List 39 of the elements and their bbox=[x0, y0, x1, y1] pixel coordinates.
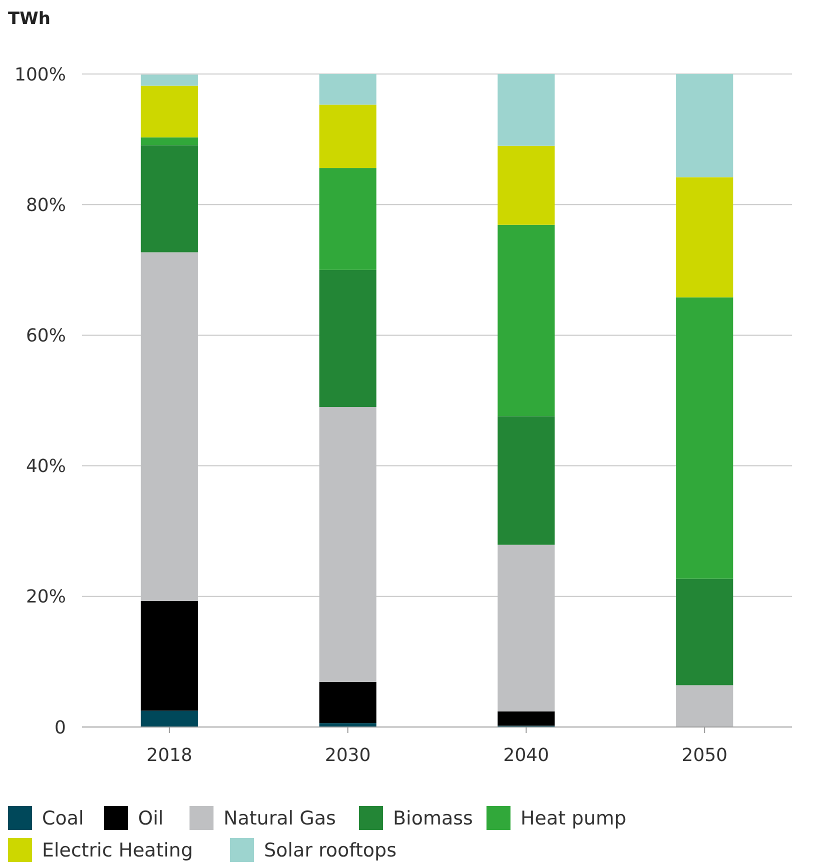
bar bbox=[498, 146, 555, 225]
bar bbox=[498, 224, 555, 416]
bar bbox=[319, 270, 376, 408]
bar bbox=[140, 137, 198, 146]
legend-label: Electric Heating bbox=[42, 840, 193, 862]
bar bbox=[676, 74, 734, 178]
y-tick-label: 0 bbox=[54, 717, 66, 738]
y-tick-label: 40% bbox=[26, 456, 66, 478]
legend-label: Coal bbox=[42, 808, 84, 830]
bar bbox=[140, 600, 198, 711]
bar bbox=[140, 74, 198, 86]
legend-label: Natural Gas bbox=[224, 808, 336, 830]
y-tick-label: 100% bbox=[14, 64, 66, 86]
bar bbox=[498, 74, 555, 146]
y-tick-label: 60% bbox=[26, 326, 66, 346]
bar bbox=[676, 578, 734, 686]
y-axis-title: TWh bbox=[8, 9, 50, 29]
x-tick-label: 2018 bbox=[146, 745, 192, 766]
bar bbox=[498, 416, 555, 545]
bar bbox=[676, 685, 734, 727]
y-tick-label: 20% bbox=[26, 586, 66, 608]
bar bbox=[676, 297, 734, 579]
bar bbox=[319, 104, 376, 168]
bar bbox=[319, 168, 376, 270]
bar bbox=[140, 145, 198, 252]
bar bbox=[319, 682, 376, 724]
bar bbox=[498, 711, 555, 726]
bar bbox=[140, 86, 198, 138]
bar bbox=[319, 74, 376, 105]
x-tick-label: 2040 bbox=[503, 745, 550, 766]
legend-label: Biomass bbox=[393, 808, 473, 830]
y-tick-label: 80% bbox=[26, 194, 66, 216]
legend-label: Heat pump bbox=[520, 808, 626, 830]
x-tick-label: 2050 bbox=[682, 745, 728, 766]
x-tick-label: 2030 bbox=[324, 745, 371, 766]
legend-label: Solar rooftops bbox=[264, 840, 396, 862]
bar bbox=[676, 177, 734, 298]
bar bbox=[140, 710, 198, 727]
legend-label: Oil bbox=[138, 808, 164, 830]
